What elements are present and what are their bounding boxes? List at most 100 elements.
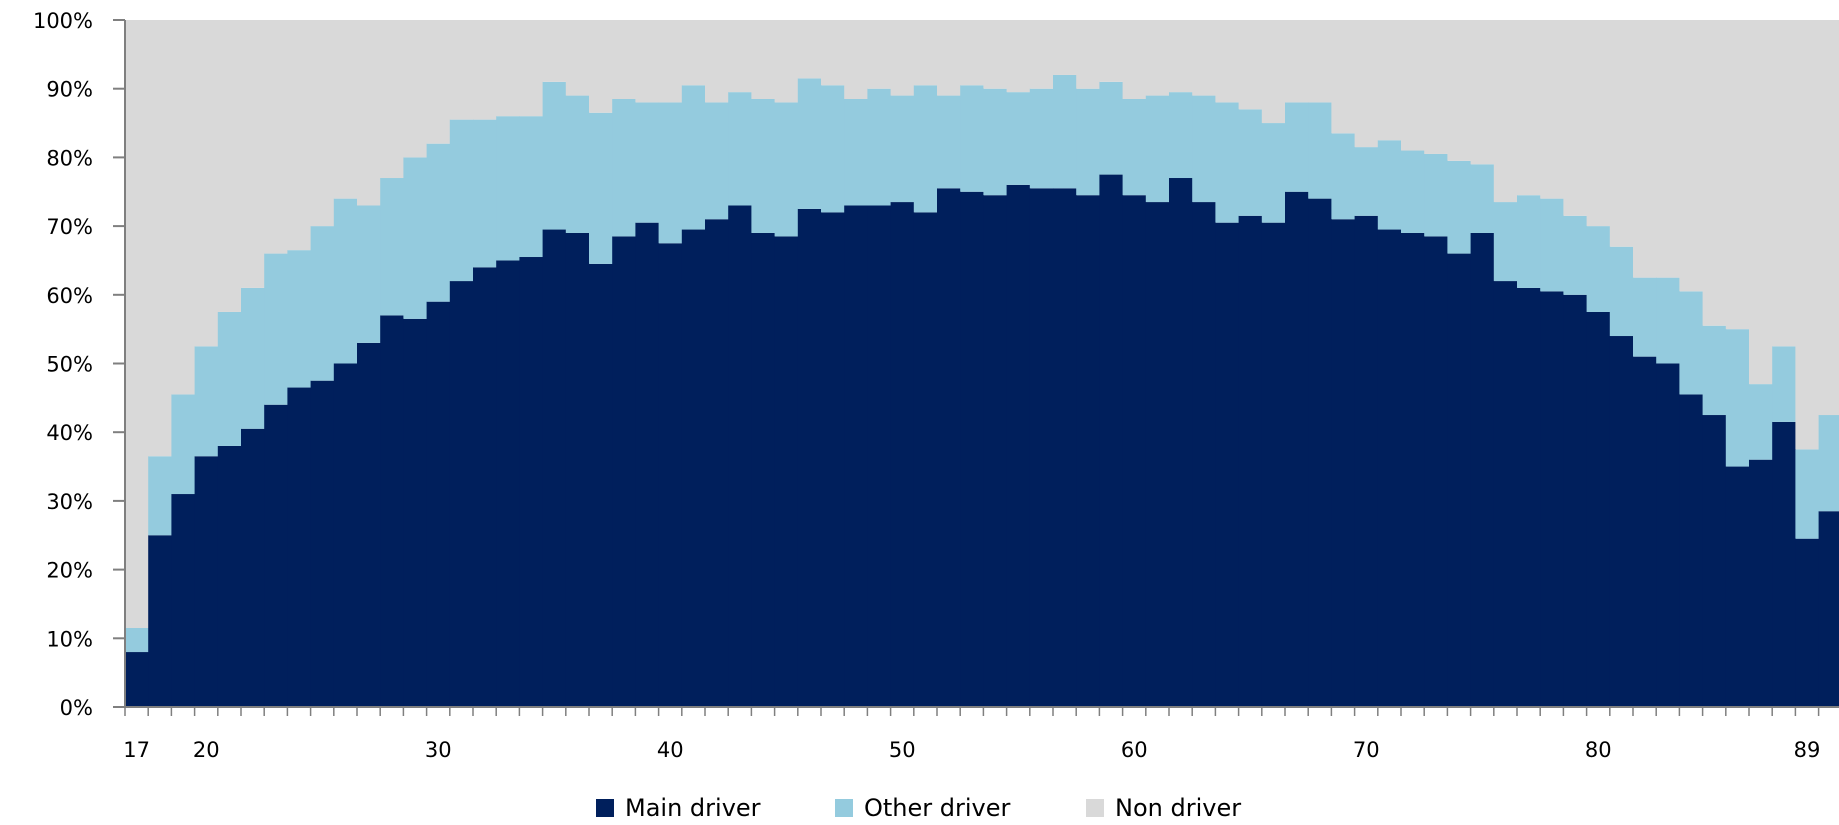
bar-main-driver-age-75 (1470, 232, 1495, 707)
bar-main-driver-age-25 (310, 380, 335, 707)
bar-other-driver-age-17 (125, 628, 149, 653)
bar-non-driver-age-76 (1493, 20, 1518, 203)
bar-main-driver-age-80 (1586, 311, 1611, 707)
bar-main-driver-age-73 (1424, 236, 1448, 707)
bar-non-driver-age-20 (194, 20, 219, 347)
bar-main-driver-age-26 (333, 363, 358, 707)
legend-swatch-non-driver (1086, 799, 1104, 817)
bar-main-driver-age-66 (1261, 222, 1286, 708)
x-tick-label: 30 (425, 738, 452, 762)
bar-non-driver-age-23 (264, 20, 288, 254)
bar-other-driver-age-62 (1169, 92, 1193, 179)
bar-non-driver-age-67 (1285, 20, 1309, 103)
bar-non-driver-age-50 (890, 20, 915, 96)
bar-main-driver-age-45 (774, 236, 799, 707)
bar-main-driver-age-60 (1122, 195, 1147, 707)
bar-main-driver-age-27 (357, 342, 381, 707)
bar-other-driver-age-89 (1795, 449, 1820, 539)
bar-main-driver-age-40 (658, 243, 683, 707)
x-tick-labels: 17 20 30 40 50 60 70 80 89 (123, 738, 1820, 762)
bar-main-driver-age-69 (1331, 219, 1356, 708)
bar-non-driver-age-57 (1053, 20, 1077, 75)
bar-other-driver-age-85 (1702, 325, 1727, 416)
bar-non-driver-age-19 (171, 20, 196, 395)
bar-non-driver-age-80 (1586, 20, 1611, 227)
bars-group (125, 20, 1839, 708)
bar-non-driver-age-36 (565, 20, 590, 96)
bar-main-driver-age-90 (1818, 511, 1839, 707)
bar-main-driver-age-57 (1053, 188, 1077, 707)
bar-main-driver-age-89 (1795, 538, 1820, 707)
bar-main-driver-age-58 (1076, 195, 1100, 707)
bar-other-driver-age-81 (1609, 246, 1634, 337)
bar-other-driver-age-69 (1331, 133, 1356, 220)
bar-other-driver-age-57 (1053, 74, 1077, 189)
axes-group (113, 19, 1839, 716)
bar-main-driver-age-34 (519, 257, 544, 707)
bar-non-driver-age-77 (1517, 20, 1541, 196)
bar-non-driver-age-71 (1377, 20, 1402, 141)
bar-other-driver-age-24 (287, 250, 312, 388)
bar-non-driver-age-60 (1122, 20, 1147, 99)
bar-main-driver-age-35 (542, 229, 567, 708)
bar-non-driver-age-58 (1076, 20, 1100, 89)
bar-main-driver-age-83 (1656, 363, 1680, 707)
bar-main-driver-age-51 (913, 212, 938, 708)
y-tick-label: 10% (46, 627, 93, 651)
bar-main-driver-age-42 (705, 219, 729, 708)
bar-main-driver-age-59 (1099, 174, 1124, 707)
bar-other-driver-age-79 (1563, 215, 1588, 295)
bar-non-driver-age-72 (1401, 20, 1425, 151)
bar-other-driver-age-37 (589, 112, 613, 264)
bar-non-driver-age-79 (1563, 20, 1588, 216)
bar-non-driver-age-42 (705, 20, 729, 103)
bar-non-driver-age-63 (1192, 20, 1216, 96)
y-tick-label: 20% (46, 559, 93, 583)
bar-non-driver-age-70 (1354, 20, 1379, 148)
bar-main-driver-age-54 (983, 195, 1008, 707)
bar-other-driver-age-38 (612, 99, 636, 237)
bar-other-driver-age-26 (333, 198, 358, 364)
bar-non-driver-age-28 (380, 20, 404, 179)
bar-main-driver-age-56 (1029, 188, 1054, 707)
y-tick-label: 70% (46, 215, 93, 239)
bar-other-driver-age-43 (728, 92, 752, 206)
bar-other-driver-age-19 (171, 394, 196, 495)
bar-non-driver-age-88 (1772, 20, 1796, 347)
legend-label-main-driver: Main driver (625, 794, 761, 822)
bar-non-driver-age-53 (960, 20, 984, 86)
bar-other-driver-age-30 (426, 143, 451, 302)
bar-main-driver-age-21 (217, 445, 242, 707)
bar-other-driver-age-20 (194, 346, 219, 457)
bar-main-driver-age-36 (565, 232, 590, 707)
bar-non-driver-age-32 (473, 20, 497, 120)
bar-non-driver-age-43 (728, 20, 752, 93)
bar-non-driver-age-40 (658, 20, 683, 103)
bar-other-driver-age-59 (1099, 81, 1124, 175)
bar-main-driver-age-37 (589, 263, 613, 707)
bar-non-driver-age-38 (612, 20, 636, 99)
bar-non-driver-age-31 (449, 20, 474, 120)
bar-non-driver-age-73 (1424, 20, 1448, 154)
bar-non-driver-age-22 (241, 20, 265, 288)
bar-other-driver-age-66 (1261, 123, 1286, 223)
bar-non-driver-age-75 (1470, 20, 1495, 165)
bar-main-driver-age-29 (403, 318, 428, 707)
bar-main-driver-age-68 (1308, 198, 1332, 707)
y-tick-label: 100% (33, 9, 93, 33)
legend-swatch-other-driver (835, 799, 853, 817)
bar-non-driver-age-66 (1261, 20, 1286, 124)
bar-main-driver-age-50 (890, 202, 915, 707)
bar-other-driver-age-46 (797, 78, 822, 209)
bar-non-driver-age-86 (1725, 20, 1750, 330)
bar-other-driver-age-44 (751, 99, 776, 233)
bar-other-driver-age-22 (241, 287, 265, 429)
bar-other-driver-age-64 (1215, 102, 1240, 223)
bar-non-driver-age-25 (310, 20, 335, 227)
bar-other-driver-age-86 (1725, 329, 1750, 467)
x-tick-label: 50 (889, 738, 916, 762)
bar-other-driver-age-74 (1447, 160, 1472, 254)
bar-other-driver-age-52 (937, 95, 961, 189)
bar-other-driver-age-82 (1633, 277, 1657, 357)
